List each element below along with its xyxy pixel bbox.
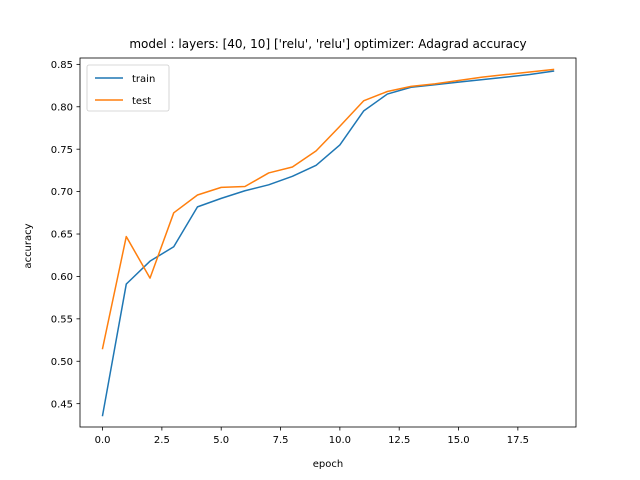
x-axis-label: epoch — [313, 459, 343, 470]
x-tick-label: 2.5 — [154, 435, 170, 446]
series-line-test — [101, 68, 555, 350]
x-tick-label: 12.5 — [388, 435, 410, 446]
y-tick-label: 0.50 — [51, 357, 73, 368]
plot-area: 0.0 2.5 5.0 7.5 10.0 12.5 15.0 17.5 0.45 0.50 0.55… — [51, 57, 577, 446]
x-tick-label: 15.0 — [447, 435, 469, 446]
x-tick-label: 10.0 — [329, 435, 351, 446]
legend-label-test: test — [132, 96, 151, 107]
x-tick-label: 0.0 — [95, 435, 111, 446]
series-line-train — [101, 70, 555, 417]
legend-box — [86, 64, 170, 112]
y-tick-label: 0.45 — [51, 399, 73, 410]
chart-title: model : layers: [40, 10] ['relu', 'relu'… — [129, 37, 526, 51]
y-tick-label: 0.75 — [51, 145, 73, 156]
y-tick-label: 0.60 — [51, 272, 73, 283]
y-tick-label: 0.85 — [51, 60, 73, 71]
y-tick-label: 0.70 — [51, 187, 73, 198]
y-tick-label: 0.80 — [51, 102, 73, 113]
y-tick-label: 0.65 — [51, 230, 73, 241]
y-tick-label: 0.55 — [51, 314, 73, 325]
x-tick-label: 7.5 — [273, 435, 289, 446]
y-axis-label: accuracy — [23, 223, 34, 268]
legend-label-train: train — [132, 74, 155, 85]
x-tick-label: 17.5 — [507, 435, 529, 446]
x-tick-label: 5.0 — [213, 435, 229, 446]
axes-frame — [79, 57, 577, 428]
